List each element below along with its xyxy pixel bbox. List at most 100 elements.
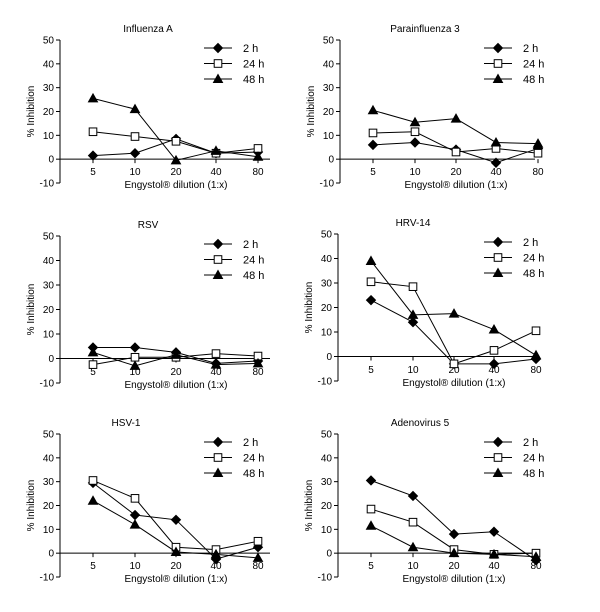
y-tick-label: 40 xyxy=(43,453,55,464)
data-point xyxy=(129,509,141,521)
data-point xyxy=(531,326,541,336)
data-point xyxy=(253,536,263,546)
data-point xyxy=(533,148,543,158)
y-tick-label: 30 xyxy=(323,83,335,94)
data-point xyxy=(448,308,460,318)
x-tick-label: 5 xyxy=(90,367,96,378)
legend-label: 48 h xyxy=(243,74,264,86)
x-tick-label: 20 xyxy=(448,365,460,376)
data-point xyxy=(366,277,376,287)
y-tick-label: 30 xyxy=(43,281,55,292)
x-tick-label: 5 xyxy=(90,561,96,572)
data-point xyxy=(489,346,499,355)
x-tick-label: 40 xyxy=(488,365,500,376)
data-point xyxy=(409,137,421,148)
legend-marker xyxy=(212,436,224,448)
y-tick-label: 10 xyxy=(323,131,335,142)
data-point xyxy=(88,360,98,369)
chart-title: Influenza A xyxy=(123,24,173,35)
data-point xyxy=(488,548,500,559)
y-tick-label: 40 xyxy=(43,256,55,267)
x-axis-title: Engystol® dilution (1:x) xyxy=(125,574,228,585)
x-tick-label: 40 xyxy=(210,367,222,378)
x-tick-label: 5 xyxy=(368,561,374,572)
data-point xyxy=(365,475,377,486)
data-point xyxy=(368,128,378,138)
chart-panel: HSV-1 -10 0 10 20 30 40 50 5 10 20 40 80 % Inhibition… xyxy=(26,418,270,585)
legend-label: 2 h xyxy=(243,43,258,55)
legend-marker xyxy=(493,453,503,462)
x-tick-label: 80 xyxy=(532,167,544,178)
data-point xyxy=(408,517,418,527)
data-point xyxy=(210,548,222,559)
y-tick-label: 0 xyxy=(326,549,332,560)
y-tick-label: 30 xyxy=(321,279,333,290)
y-axis-title: % Inhibition xyxy=(304,282,315,334)
data-point xyxy=(451,147,461,157)
data-point xyxy=(171,136,181,146)
chart-title: RSV xyxy=(138,220,159,231)
y-tick-label: 40 xyxy=(321,254,333,265)
legend-marker xyxy=(492,42,504,54)
x-tick-label: 10 xyxy=(129,367,141,378)
data-point xyxy=(407,541,419,552)
y-axis-title: % Inhibition xyxy=(304,480,315,532)
y-tick-label: 10 xyxy=(321,525,333,536)
data-point xyxy=(448,528,460,540)
legend-marker xyxy=(492,467,504,477)
legend-label: 48 h xyxy=(243,468,264,480)
x-tick-label: 5 xyxy=(370,167,376,178)
data-point xyxy=(170,349,182,359)
chart-panel: RSV -10 0 10 20 30 40 50 5 10 20 40 80 % Inhibition En… xyxy=(26,220,270,391)
data-point xyxy=(129,519,141,529)
data-point xyxy=(87,92,99,103)
y-tick-label: 40 xyxy=(43,59,55,70)
legend-label: 24 h xyxy=(523,59,544,71)
chart-title: Parainfluenza 3 xyxy=(390,24,460,35)
x-tick-label: 80 xyxy=(530,561,542,572)
legend-marker xyxy=(492,436,504,448)
x-tick-label: 80 xyxy=(530,365,542,376)
legend-label: 24 h xyxy=(243,59,264,71)
legend-marker xyxy=(212,238,224,250)
legend-label: 2 h xyxy=(243,437,258,449)
legend-label: 48 h xyxy=(523,268,544,280)
y-axis-title: % Inhibition xyxy=(26,86,37,138)
chart-panel: Parainfluenza 3 -10 0 10 20 30 40 50 5 10 20 40 80 % … xyxy=(306,24,544,191)
chart-panel: Influenza A -10 0 10 20 30 40 50 5 10 20 40 80 % Inhi… xyxy=(26,24,270,191)
data-point xyxy=(130,494,140,503)
x-tick-label: 10 xyxy=(409,167,421,178)
data-point xyxy=(365,520,377,530)
legend-marker xyxy=(213,255,223,264)
y-tick-label: 20 xyxy=(43,305,55,316)
legend-label: 24 h xyxy=(523,453,544,465)
y-tick-label: 40 xyxy=(321,453,333,464)
chart-panel: HRV-14 -10 0 10 20 30 40 50 5 10 20 40 80 % Inhibitio… xyxy=(304,218,544,389)
data-point xyxy=(129,360,141,370)
y-tick-label: 50 xyxy=(321,230,333,241)
data-point xyxy=(252,357,264,368)
x-tick-label: 20 xyxy=(448,561,460,572)
legend-marker xyxy=(212,269,224,279)
data-point xyxy=(367,139,379,151)
data-point xyxy=(449,359,459,369)
data-point xyxy=(530,551,542,561)
legend-marker xyxy=(212,42,224,54)
y-axis-title: % Inhibition xyxy=(26,284,37,336)
legend-marker xyxy=(492,236,504,248)
legend-label: 48 h xyxy=(523,74,544,86)
y-tick-label: 50 xyxy=(43,36,55,47)
x-axis-title: Engystol® dilution (1:x) xyxy=(125,180,228,191)
data-point xyxy=(129,148,141,159)
data-point xyxy=(170,546,182,556)
data-point xyxy=(87,495,99,505)
y-tick-label: -10 xyxy=(40,379,55,390)
chart-title: HRV-14 xyxy=(396,218,431,229)
data-point xyxy=(130,132,140,141)
data-point xyxy=(170,514,182,526)
legend-label: 24 h xyxy=(243,453,264,465)
data-point xyxy=(211,349,221,358)
legend-marker xyxy=(213,453,223,462)
y-tick-label: 0 xyxy=(48,549,54,560)
